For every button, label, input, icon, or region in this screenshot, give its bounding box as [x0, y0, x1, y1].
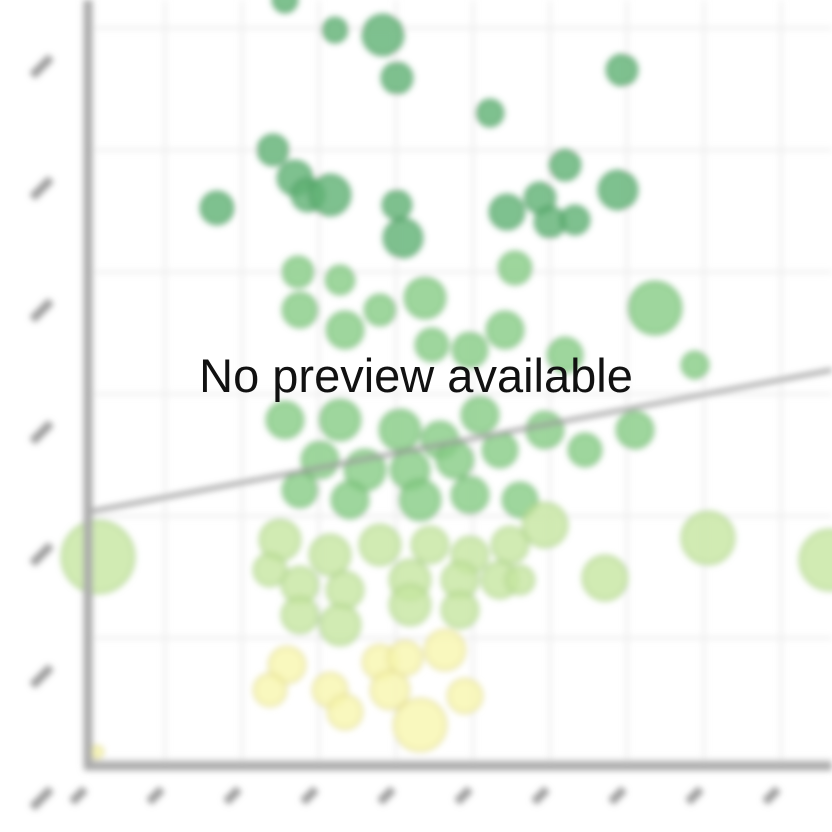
blurred-bubble [522, 502, 568, 548]
tick-label-shape [223, 786, 242, 805]
blurred-bubble [362, 14, 404, 56]
tick-label-shape [608, 786, 627, 805]
tick-label-shape [29, 786, 54, 811]
tick-label-shape [377, 786, 396, 805]
blurred-bubble [681, 351, 709, 379]
blurred-bubble [319, 399, 361, 441]
tick-label-shape [762, 786, 781, 805]
blurred-bubble [799, 529, 832, 591]
tick-label-shape [29, 298, 54, 323]
blurred-bubble [424, 629, 466, 671]
tick-label-shape [29, 176, 54, 201]
blurred-bubble [452, 332, 488, 368]
preview-image [29, 0, 832, 811]
tick-label-shape [69, 786, 88, 805]
tick-label-shape [454, 786, 473, 805]
blurred-bubble [301, 441, 339, 479]
blurred-bubble [486, 311, 524, 349]
blurred-bubble [502, 482, 538, 518]
blurred-bubble [547, 337, 583, 373]
blurred-bubble [461, 396, 499, 434]
blurred-bubble [606, 54, 638, 86]
blurred-bubble [505, 565, 535, 595]
blurred-bubble [489, 194, 525, 230]
tick-label-shape [300, 786, 319, 805]
blurred-bubble [436, 441, 474, 479]
blurred-bubble [200, 191, 234, 225]
tick-label-shape [29, 420, 54, 445]
blurred-bubble [359, 524, 401, 566]
blurred-bubble [272, 0, 298, 13]
blurred-bubble [393, 698, 447, 752]
blurred-bubble [560, 205, 590, 235]
blurred-bubble [381, 62, 413, 94]
blurred-bubble [628, 281, 682, 335]
tick-label-shape [146, 786, 165, 805]
blurred-bubble [526, 411, 564, 449]
blurred-bubble [326, 311, 364, 349]
blurred-bubble [482, 432, 518, 468]
blurred-bubble [90, 745, 104, 759]
blurred-bubble [382, 190, 412, 220]
blurred-bubble [498, 251, 532, 285]
blurred-bubble [253, 673, 287, 707]
blurred-bubble [309, 534, 351, 576]
blurred-bubble [387, 640, 423, 676]
blurred-bubble [582, 555, 628, 601]
blurred-bubble [411, 526, 449, 564]
blurred-bubble [476, 99, 504, 127]
tick-label-shape [685, 786, 704, 805]
blurred-bubble [319, 604, 361, 646]
blurred-bubble [281, 596, 319, 634]
blurred-bubble [364, 294, 396, 326]
blurred-bubble [266, 401, 304, 439]
blurred-bubble [309, 174, 351, 216]
blurred-bubble [598, 170, 638, 210]
tick-label-shape [29, 54, 54, 79]
trend-line [87, 368, 832, 514]
blurred-bubble [399, 479, 441, 521]
blurred-bubble [441, 591, 479, 629]
blurred-bubble [616, 411, 654, 449]
blurred-bubble [549, 149, 581, 181]
blurred-bubble [370, 670, 410, 710]
blurred-bubble [326, 571, 364, 609]
blurred-bubble [61, 520, 135, 594]
tick-label-shape [531, 786, 550, 805]
blurred-bubble [415, 328, 449, 362]
blurred-bubble [389, 584, 431, 626]
blurred-bubble [568, 433, 602, 467]
blurred-bubble [327, 694, 363, 730]
blurred-bubble [282, 292, 318, 328]
blurred-bubble [325, 265, 355, 295]
blurred-bubble [491, 526, 529, 564]
blurred-bubble [253, 553, 287, 587]
no-preview-message: No preview available [199, 349, 633, 402]
blurred-bubble [447, 678, 483, 714]
blurred-bubble [331, 481, 369, 519]
blurred-bubble [268, 646, 306, 684]
blurred-bubble [681, 511, 735, 565]
blurred-bubble [322, 17, 348, 43]
tick-label-shapes [29, 54, 781, 811]
tick-label-shape [29, 664, 54, 689]
blurred-bubble [257, 134, 289, 166]
blurred-bubble [383, 218, 423, 258]
blurred-bubble [404, 277, 446, 319]
tick-label-shape [29, 542, 54, 567]
blurred-bubble [282, 256, 314, 288]
blurred-bubble [282, 472, 318, 508]
blurred-bubble [379, 409, 421, 451]
blurred-bubble [451, 476, 489, 514]
bubbles [61, 0, 832, 759]
